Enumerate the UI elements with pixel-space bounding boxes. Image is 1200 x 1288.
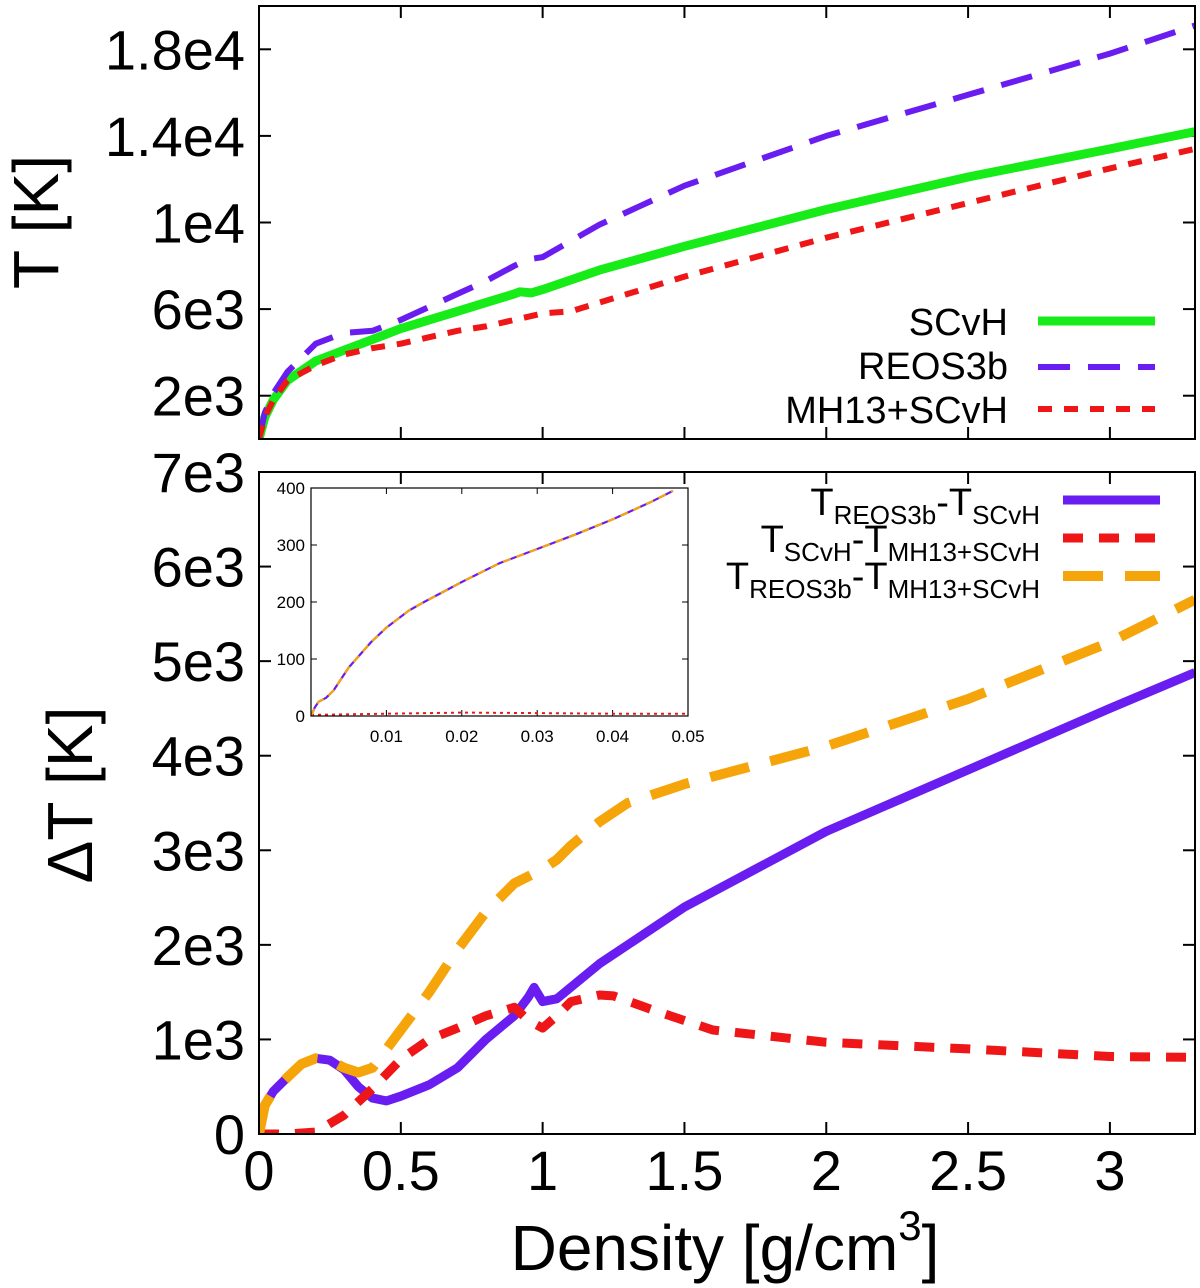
bottom-xtick-label: 1.5: [646, 1139, 724, 1202]
bottom-ytick-label: 3e3: [152, 819, 245, 882]
legend-label-reos-minus-scvh: TREOS3b-TSCvH: [810, 482, 1040, 530]
top-ytick-label: 2e3: [152, 365, 245, 428]
top-ytick-label: 6e3: [152, 278, 245, 341]
bottom-series-treos3b-tmh13-scvh: [259, 595, 1195, 1134]
inset-plot: 0 100 200 300 400 0.01 0.02 0.03 0.04 0.05: [277, 479, 705, 746]
inset-background: [311, 488, 688, 716]
bottom-xtick-label: 2: [811, 1139, 842, 1202]
legend-label-scvh: SCvH: [909, 302, 1008, 344]
bottom-xtick-label: 0: [243, 1139, 274, 1202]
bottom-legend: TREOS3b-TSCvH TSCvH-TMH13+SCvH TREOS3b-T…: [726, 482, 1160, 604]
bottom-xtick-label: 0.5: [362, 1139, 440, 1202]
top-series-scvh: [259, 127, 1195, 439]
top-ytick-label: 1.4e4: [105, 105, 245, 168]
inset-xtick-label: 0.04: [596, 727, 629, 746]
bottom-ytick-label: 5e3: [152, 630, 245, 693]
inset-ytick-label: 200: [277, 593, 305, 612]
legend-label-reos3b: REOS3b: [858, 346, 1008, 388]
x-axis-title: Density [g/cm3]: [511, 1202, 940, 1284]
inset-tick-labels: 0 100 200 300 400 0.01 0.02 0.03 0.04 0.05: [277, 479, 705, 746]
top-series-reos3b: [259, 22, 1195, 439]
inset-series-treos3b-tmh13-scvh: [311, 489, 674, 716]
bottom-plot-frame: [258, 471, 1196, 1135]
inset-xtick-label: 0.05: [671, 727, 704, 746]
bottom-ytick-label: 6e3: [152, 536, 245, 599]
bottom-xtick-label: 1: [527, 1139, 558, 1202]
bottom-ytick-label: 1e3: [152, 1008, 245, 1071]
x-axis-title-superscript: 3: [898, 1202, 921, 1249]
x-axis-title-main: Density [g/cm: [511, 1212, 899, 1284]
bottom-xtick-labels: 0 0.5 1 1.5 2 2.5 3: [243, 1139, 1125, 1202]
top-ytick-label: 1e4: [152, 192, 245, 255]
inset-series-group: [311, 489, 688, 716]
bottom-xtick-label: 2.5: [929, 1139, 1007, 1202]
inset-xtick-label: 0.01: [370, 727, 403, 746]
legend-label-mh13: MH13+SCvH: [785, 390, 1008, 432]
top-legend: SCvH REOS3b MH13+SCvH: [785, 302, 1155, 432]
legend-label-reos-minus-mh13: TREOS3b-TMH13+SCvH: [726, 556, 1040, 604]
inset-ytick-label: 0: [296, 707, 305, 726]
top-series-group: [259, 22, 1195, 439]
bottom-ytick-label: 2e3: [152, 914, 245, 977]
bottom-ytick-label: 0: [214, 1103, 245, 1166]
top-ylabel: T [K]: [0, 155, 72, 289]
bottom-series-group: [259, 595, 1195, 1134]
bottom-ytick-label: 4e3: [152, 725, 245, 788]
top-series-mh13-scvh: [259, 145, 1195, 439]
inset-ytick-label: 400: [277, 479, 305, 498]
top-ytick-label: 1.8e4: [105, 18, 245, 81]
inset-frame: [310, 487, 689, 717]
inset-ytick-label: 300: [277, 536, 305, 555]
top-plot-frame: [258, 5, 1196, 440]
top-ytick-labels: 2e3 6e3 1e4 1.4e4 1.8e4: [105, 18, 245, 427]
bottom-ylabel: ΔT [K]: [34, 707, 106, 884]
legend-label-scvh-minus-mh13: TSCvH-TMH13+SCvH: [761, 519, 1040, 567]
inset-xtick-label: 0.03: [521, 727, 554, 746]
bottom-ytick-label: 7e3: [152, 441, 245, 504]
x-axis-title-close: ]: [922, 1212, 940, 1284]
bottom-xtick-label: 3: [1094, 1139, 1125, 1202]
inset-ytick-label: 100: [277, 650, 305, 669]
bottom-ytick-labels: 0 1e3 2e3 3e3 4e3 5e3 6e3 7e3: [152, 441, 245, 1166]
bottom-series-tscvh-tmh13-scvh: [259, 990, 1195, 1134]
inset-xtick-label: 0.02: [445, 727, 478, 746]
top-panel: 2e3 6e3 1e4 1.4e4 1.8e4 T [K] SCvH REOS3b MH…: [0, 5, 1196, 440]
